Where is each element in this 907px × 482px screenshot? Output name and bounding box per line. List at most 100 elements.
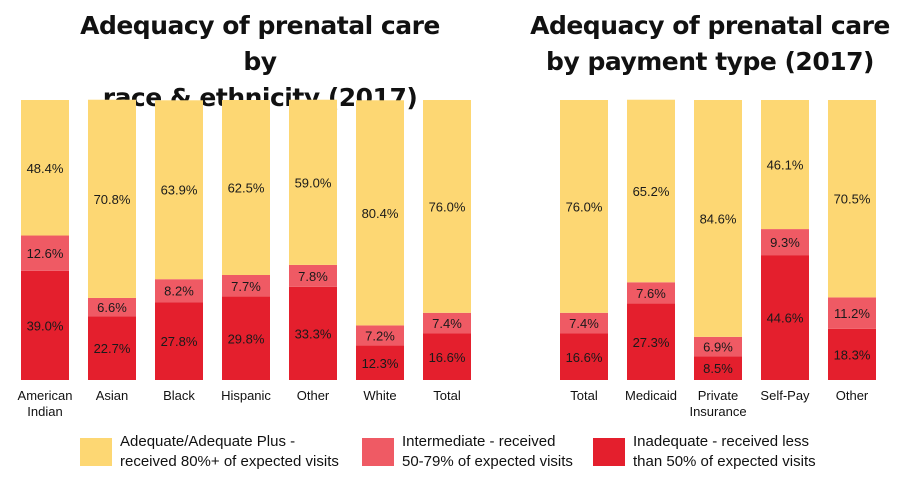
category-label-private-insurance: Insurance [689,404,746,419]
bar-intermediate-asian [88,297,136,317]
data-label-inadequate-white: 12.3% [362,356,399,371]
category-label-private-insurance: Private [698,388,738,403]
bar-intermediate-other [289,264,337,287]
data-label-inadequate-american-indian: 39.0% [27,318,64,333]
data-label-intermediate-asian: 6.6% [97,300,127,315]
legend-label: Inadequate - received less than 50% of e… [633,432,863,472]
bar-intermediate-black [155,279,203,303]
category-label-asian: Asian [96,388,129,403]
category-label-total: Total [570,388,598,403]
data-label-inadequate-total: 16.6% [566,350,603,365]
bar-intermediate-american-indian [21,235,69,271]
bar-adequate-total [423,100,471,313]
category-label-other: Other [836,388,869,403]
bar-adequate-other [828,100,876,298]
bar-inadequate-white [356,345,404,380]
bar-inadequate-self-pay [761,255,809,380]
category-label-american-indian: American [18,388,73,403]
bar-intermediate-medicaid [627,282,675,304]
bar-intermediate-total [560,312,608,334]
data-label-inadequate-other: 18.3% [834,347,871,362]
bar-inadequate-black [155,302,203,380]
bar-adequate-total [560,100,608,313]
legend-label: Intermediate - received 50-79% of expect… [402,432,632,472]
bar-inadequate-american-indian [21,270,69,380]
data-label-intermediate-private-insurance: 6.9% [703,340,733,355]
data-label-intermediate-white: 7.2% [365,328,395,343]
data-label-inadequate-private-insurance: 8.5% [703,361,733,376]
bar-adequate-other [289,99,337,265]
data-label-intermediate-hispanic: 7.7% [231,279,261,294]
bar-intermediate-hispanic [222,275,270,297]
bar-inadequate-asian [88,316,136,380]
data-label-inadequate-hispanic: 29.8% [228,331,265,346]
bar-inadequate-hispanic [222,296,270,380]
legend: Adequate/Adequate Plus - received 80%+ o… [0,432,907,476]
bar-inadequate-total [560,333,608,380]
data-label-inadequate-other: 33.3% [295,326,332,341]
category-label-black: Black [163,388,195,403]
legend-label-line-1: Adequate/Adequate Plus - [120,433,296,450]
bar-intermediate-self-pay [761,229,809,256]
chart-payment-type: 16.6% 7.4% 76.0% Total 27.3% 7.6% 65.2% Medicai… [560,99,876,419]
bar-inadequate-other [828,328,876,380]
bar-adequate-self-pay [761,100,809,230]
bar-adequate-white [356,100,404,326]
chart-title-line-1: Adequacy of prenatal care by [80,11,440,76]
category-label-other: Other [297,388,330,403]
legend-label-line-2: received 80%+ of expected visits [120,453,339,470]
legend-swatch-inadequate [593,438,625,466]
data-label-inadequate-medicaid: 27.3% [633,335,670,350]
data-label-adequate-total: 76.0% [566,199,603,214]
category-label-american-indian: Indian [27,404,62,419]
data-label-adequate-private-insurance: 84.6% [700,211,737,226]
bar-inadequate-total [423,333,471,380]
data-label-inadequate-total: 16.6% [429,350,466,365]
legend-label: Adequate/Adequate Plus - received 80%+ o… [120,432,350,472]
bar-inadequate-medicaid [627,303,675,380]
data-label-adequate-black: 63.9% [161,183,198,198]
legend-label-line-1: Inadequate - received less [633,433,809,450]
bar-intermediate-private-insurance [694,336,742,357]
legend-label-line-2: than 50% of expected visits [633,453,816,470]
data-label-adequate-self-pay: 46.1% [767,158,804,173]
data-label-intermediate-other: 11.2% [834,306,870,321]
data-label-inadequate-asian: 22.7% [94,341,131,356]
bar-adequate-private-insurance [694,100,742,337]
legend-swatch-adequate [80,438,112,466]
bar-inadequate-private-insurance [694,356,742,380]
chart-title-payment-type: Adequacy of prenatal care by payment typ… [510,8,907,80]
category-label-total: Total [433,388,461,403]
legend-label-line-1: Intermediate - received [402,433,556,450]
data-label-adequate-total: 76.0% [429,199,466,214]
bar-intermediate-other [828,297,876,329]
category-label-self-pay: Self-Pay [760,388,810,403]
data-label-intermediate-total: 7.4% [569,316,599,331]
legend-label-line-2: 50-79% of expected visits [402,453,573,470]
bar-intermediate-total [423,312,471,334]
chart-title-line-2: by payment type (2017) [546,47,874,76]
bar-adequate-american-indian [21,100,69,236]
data-label-adequate-medicaid: 65.2% [633,184,670,199]
data-label-adequate-other: 59.0% [295,175,332,190]
legend-swatch-intermediate [362,438,394,466]
data-label-adequate-american-indian: 48.4% [27,161,64,176]
data-label-inadequate-self-pay: 44.6% [767,311,804,326]
data-label-intermediate-self-pay: 9.3% [770,235,800,250]
category-label-white: White [363,388,396,403]
bar-intermediate-white [356,325,404,346]
category-label-medicaid: Medicaid [625,388,677,403]
data-label-adequate-other: 70.5% [834,192,871,207]
data-label-intermediate-other: 7.8% [298,269,328,284]
data-label-adequate-white: 80.4% [362,206,399,221]
data-label-adequate-hispanic: 62.5% [228,181,265,196]
data-label-inadequate-black: 27.8% [161,334,198,349]
bar-inadequate-other [289,286,337,380]
category-label-hispanic: Hispanic [221,388,271,403]
chart-title-line-1: Adequacy of prenatal care [530,11,890,40]
data-label-intermediate-total: 7.4% [432,316,462,331]
bar-adequate-hispanic [222,100,270,275]
bar-adequate-black [155,100,203,280]
data-label-intermediate-american-indian: 12.6% [27,246,64,261]
